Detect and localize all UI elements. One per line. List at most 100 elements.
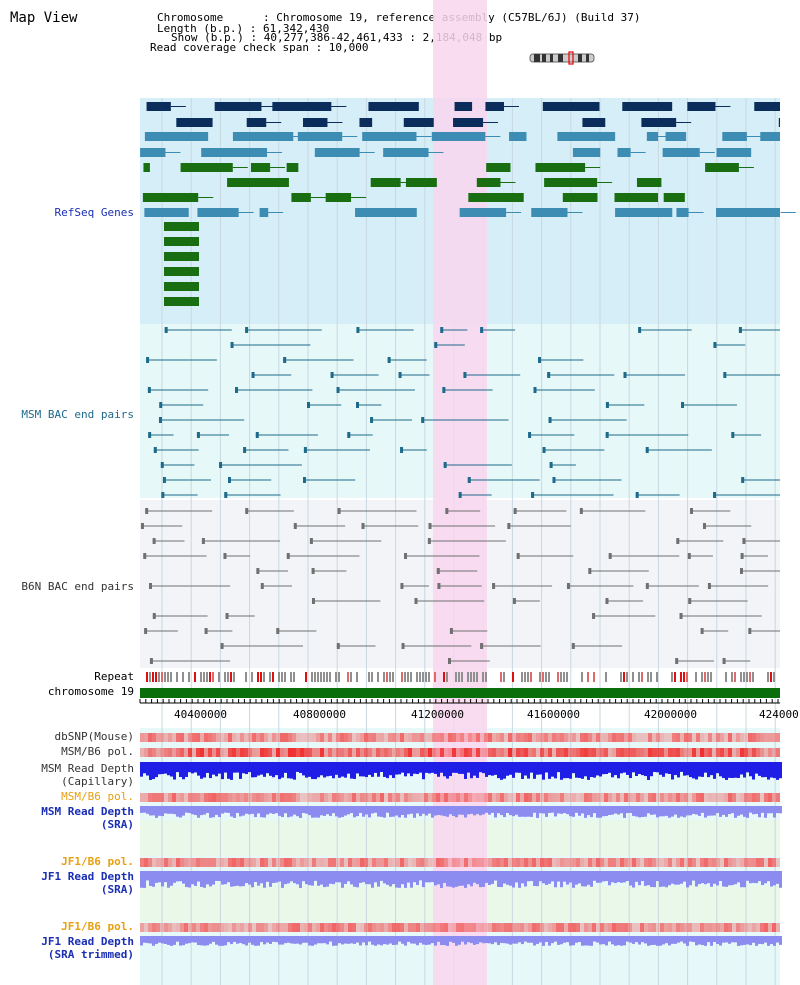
track-label-repeat[interactable]: Repeat [94, 670, 134, 683]
depth-bar [332, 806, 335, 814]
bac-end [579, 508, 583, 514]
depth-bar [392, 806, 395, 817]
polymorphism-heat-cell [340, 858, 344, 867]
depth-bar [224, 871, 227, 885]
track-label-msm-bac[interactable]: MSM BAC end pairs [21, 408, 134, 421]
polymorphism-heat-cell [448, 923, 452, 932]
depth-bar [152, 936, 155, 946]
polymorphism-heat-cell [348, 748, 352, 757]
repeat-mark [740, 672, 742, 682]
depth-bar [482, 871, 485, 887]
depth-bar [347, 806, 350, 815]
gene-block [509, 132, 527, 141]
track-label-refseq[interactable]: RefSeq Genes [54, 206, 134, 219]
depth-bar [767, 871, 770, 882]
polymorphism-heat-cell [248, 858, 252, 867]
polymorphism-heat-cell [336, 748, 340, 757]
repeat-mark [329, 672, 331, 682]
gene-block [622, 102, 673, 111]
polymorphism-heat-cell [352, 858, 356, 867]
polymorphism-heat-cell [256, 748, 260, 757]
track-label-msm-b6-pol[interactable]: MSM/B6 pol. [61, 745, 134, 758]
gene-block [431, 132, 486, 141]
depth-bar [524, 871, 527, 887]
polymorphism-heat-cell [360, 748, 364, 757]
chromosome-ideogram[interactable] [528, 50, 598, 66]
polymorphism-heat-cell [268, 793, 272, 802]
polymorphism-heat-cell [324, 858, 328, 867]
track-label-dbsnp[interactable]: dbSNP(Mouse) [54, 730, 134, 743]
bac-end [404, 553, 408, 559]
polymorphism-heat-cell [644, 793, 648, 802]
depth-bar [494, 936, 497, 943]
bac-end [675, 658, 679, 664]
polymorphism-heat-cell [496, 748, 500, 757]
chromosome-bar [140, 688, 780, 698]
repeat-mark [161, 672, 163, 682]
polymorphism-heat-cell [492, 748, 496, 757]
depth-bar [575, 806, 578, 813]
polymorphism-heat-cell [664, 748, 668, 757]
depth-bar [425, 871, 428, 883]
depth-bar [578, 762, 581, 778]
polymorphism-heat-cell [192, 923, 196, 932]
snp-heat-cell [276, 733, 280, 742]
repeat-mark [155, 672, 157, 682]
depth-bar [677, 806, 680, 818]
gene-block [164, 297, 199, 306]
depth-bar [233, 806, 236, 818]
polymorphism-heat-cell [156, 923, 160, 932]
polymorphism-heat-cell [556, 793, 560, 802]
track-label-jf1-b6-pol-2[interactable]: JF1/B6 pol. [61, 920, 134, 933]
depth-bar [740, 871, 743, 888]
snp-heat-cell [656, 733, 660, 742]
polymorphism-heat-cell [772, 923, 776, 932]
polymorphism-heat-cell [316, 793, 320, 802]
polymorphism-heat-cell [648, 923, 652, 932]
polymorphism-heat-cell [344, 858, 348, 867]
polymorphism-heat-cell [428, 748, 432, 757]
snp-heat-cell [648, 733, 652, 742]
depth-bar [404, 806, 407, 818]
polymorphism-heat-cell [740, 748, 744, 757]
bac-end [260, 583, 264, 589]
snp-heat-cell [616, 733, 620, 742]
snp-heat-cell [240, 733, 244, 742]
depth-bar [671, 871, 674, 884]
depth-bar [242, 806, 245, 816]
track-label-jf1-depth-sra[interactable]: JF1 Read Depth [41, 870, 134, 883]
track-label-msm-depth-cap[interactable]: MSM Read Depth [41, 762, 134, 775]
depth-bar [515, 871, 518, 883]
snp-heat-cell [280, 733, 284, 742]
gene-block [362, 132, 417, 141]
polymorphism-heat-cell [396, 748, 400, 757]
depth-bar [719, 762, 722, 777]
depth-bar [713, 936, 716, 942]
bac-end [687, 553, 691, 559]
polymorphism-heat-cell [268, 923, 272, 932]
depth-bar [218, 762, 221, 774]
polymorphism-heat-cell [344, 748, 348, 757]
track-label-jf1-depth-trim[interactable]: JF1 Read Depth [41, 935, 134, 948]
depth-bar [656, 806, 659, 818]
polymorphism-heat-cell [460, 793, 464, 802]
repeat-mark [338, 672, 340, 682]
polymorphism-heat-cell [516, 858, 520, 867]
gene-block [531, 208, 568, 217]
track-label-msm-depth-sra[interactable]: MSM Read Depth [41, 805, 134, 818]
track-label-jf1-depth-trim-sub: (SRA trimmed) [47, 948, 134, 961]
polymorphism-heat-cell [492, 793, 496, 802]
depth-bar [581, 762, 584, 779]
snp-heat-cell [764, 733, 768, 742]
polymorphism-heat-cell [416, 748, 420, 757]
depth-bar [221, 762, 224, 780]
track-label-msm-b6-pol-2[interactable]: MSM/B6 pol. [61, 790, 134, 803]
track-label-chromosome[interactable]: chromosome 19 [47, 685, 134, 698]
polymorphism-heat-cell [432, 923, 436, 932]
track-label-jf1-b6-pol[interactable]: JF1/B6 pol. [61, 855, 134, 868]
depth-bar [542, 936, 545, 946]
track-label-b6n-bac[interactable]: B6N BAC end pairs [21, 580, 134, 593]
depth-bar [770, 936, 773, 945]
polymorphism-heat-cell [764, 858, 768, 867]
